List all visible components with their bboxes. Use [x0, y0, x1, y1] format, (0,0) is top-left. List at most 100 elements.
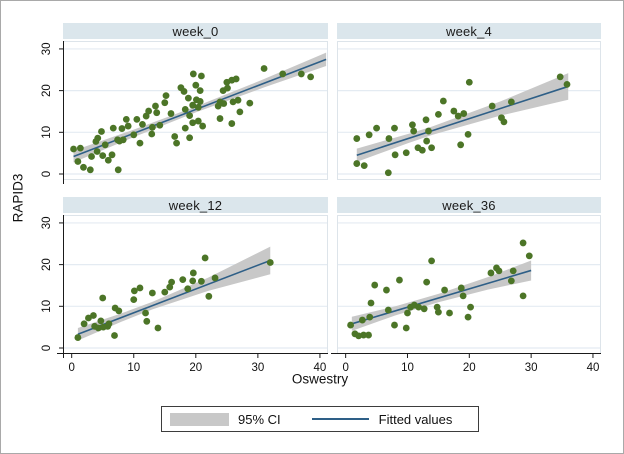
scatter-plot-week-0: 0 10 20 30: [41, 41, 328, 184]
data-point: [373, 124, 380, 132]
data-point: [428, 257, 435, 265]
data-point: [88, 153, 95, 160]
data-point: [101, 141, 109, 149]
panel-title-week-0: week_0: [172, 23, 219, 39]
data-point: [391, 151, 399, 159]
data-point: [507, 98, 515, 106]
data-point: [454, 112, 462, 120]
data-point: [186, 134, 194, 142]
x-tick-label: 20: [189, 362, 202, 374]
data-point: [199, 122, 207, 130]
data-point: [260, 65, 268, 72]
data-point: [556, 73, 564, 81]
data-point: [383, 286, 390, 294]
data-point: [418, 146, 426, 154]
data-point: [365, 331, 372, 339]
data-point: [171, 133, 179, 140]
data-point: [224, 84, 231, 92]
fitted-line: [351, 269, 532, 325]
data-point: [467, 303, 474, 311]
data-point: [130, 131, 138, 139]
data-point: [139, 120, 146, 128]
data-point: [434, 308, 442, 316]
panel-title-band-week-4: week_4: [337, 23, 601, 39]
gridlines: [64, 48, 327, 175]
data-point: [465, 78, 473, 86]
data-point: [115, 307, 123, 315]
data-point: [197, 277, 205, 285]
data-point: [196, 98, 204, 105]
data-point: [246, 99, 254, 107]
data-point: [409, 121, 416, 129]
data-point: [86, 166, 94, 174]
data-point: [104, 156, 112, 164]
plot-region-border: [337, 41, 601, 180]
data-point: [487, 269, 495, 277]
data-point: [201, 254, 209, 262]
data-point: [90, 312, 97, 319]
data-point: [192, 81, 200, 89]
data-point: [422, 116, 430, 124]
data-point: [161, 288, 169, 296]
scatter-points: [353, 73, 571, 177]
data-point: [446, 309, 453, 317]
data-point: [353, 160, 361, 167]
y-axis: 0 10 20 30: [41, 215, 64, 358]
x-tick-label: 40: [587, 362, 600, 374]
panel-title-band-week-12: week_12: [63, 197, 328, 213]
data-point: [189, 101, 197, 109]
data-point: [391, 321, 398, 329]
data-point: [495, 267, 503, 275]
y-tick-label: 0: [41, 171, 53, 177]
data-point: [194, 103, 202, 111]
data-point: [156, 121, 164, 129]
data-point: [391, 124, 398, 132]
scatter-plot-week-36: 0 10 20 30 40: [331, 215, 601, 374]
data-point: [410, 127, 418, 135]
data-point: [70, 145, 77, 153]
data-point: [99, 294, 107, 302]
data-point: [216, 115, 224, 122]
data-point: [143, 317, 151, 325]
data-point: [80, 163, 87, 171]
data-point: [415, 303, 423, 311]
data-point: [509, 267, 517, 275]
data-point: [189, 269, 197, 277]
ci-legend-label: 95% CI: [238, 411, 281, 427]
data-point: [184, 94, 192, 102]
data-point: [109, 124, 117, 132]
data-point: [425, 127, 432, 135]
data-point: [384, 306, 392, 314]
data-point: [74, 158, 82, 165]
data-point: [130, 296, 138, 304]
data-point: [423, 137, 431, 145]
data-point: [519, 239, 527, 247]
data-point: [423, 278, 431, 286]
data-point: [105, 320, 113, 328]
data-point: [464, 130, 472, 138]
data-point: [441, 286, 448, 294]
y-tick-label: 10: [41, 300, 53, 313]
data-point: [108, 151, 116, 159]
data-point: [173, 139, 180, 147]
data-point: [434, 110, 442, 118]
x-tick-label: 10: [127, 362, 140, 374]
data-point: [99, 152, 107, 160]
data-point: [76, 144, 84, 152]
x-tick-label: 30: [251, 362, 264, 374]
data-point: [360, 331, 367, 339]
x-tick-label: 0: [68, 362, 74, 374]
y-tick-label: 30: [41, 43, 53, 56]
data-point: [450, 107, 458, 115]
data-point: [124, 122, 132, 130]
scatter-plot-week-12: 0 10 20 30 0 10 20 30 40: [41, 215, 328, 374]
x-tick-label: 40: [314, 362, 327, 374]
ci-band: [356, 73, 569, 162]
panel-title-band-week-36: week_36: [337, 197, 601, 213]
y-tick-label: 20: [41, 84, 53, 97]
data-point: [500, 118, 508, 126]
panel-title-week-36: week_36: [442, 197, 496, 213]
data-point: [402, 149, 410, 157]
data-point: [180, 88, 188, 95]
